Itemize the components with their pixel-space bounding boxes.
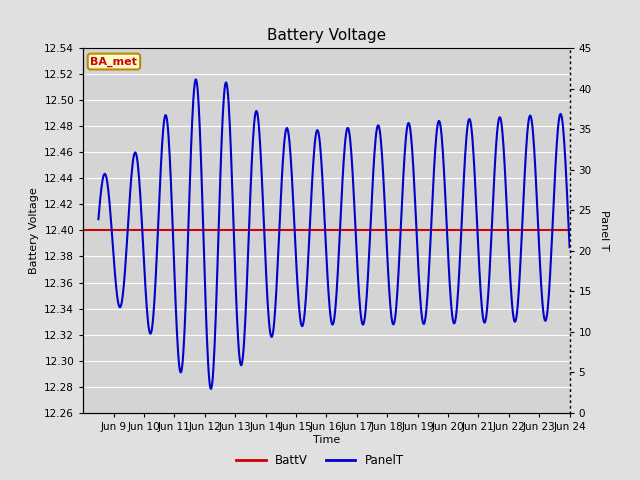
- Legend: BattV, PanelT: BattV, PanelT: [232, 449, 408, 472]
- X-axis label: Time: Time: [313, 434, 340, 444]
- Text: BA_met: BA_met: [90, 57, 138, 67]
- Y-axis label: Battery Voltage: Battery Voltage: [29, 187, 39, 274]
- Y-axis label: Panel T: Panel T: [598, 210, 609, 251]
- Title: Battery Voltage: Battery Voltage: [267, 28, 386, 43]
